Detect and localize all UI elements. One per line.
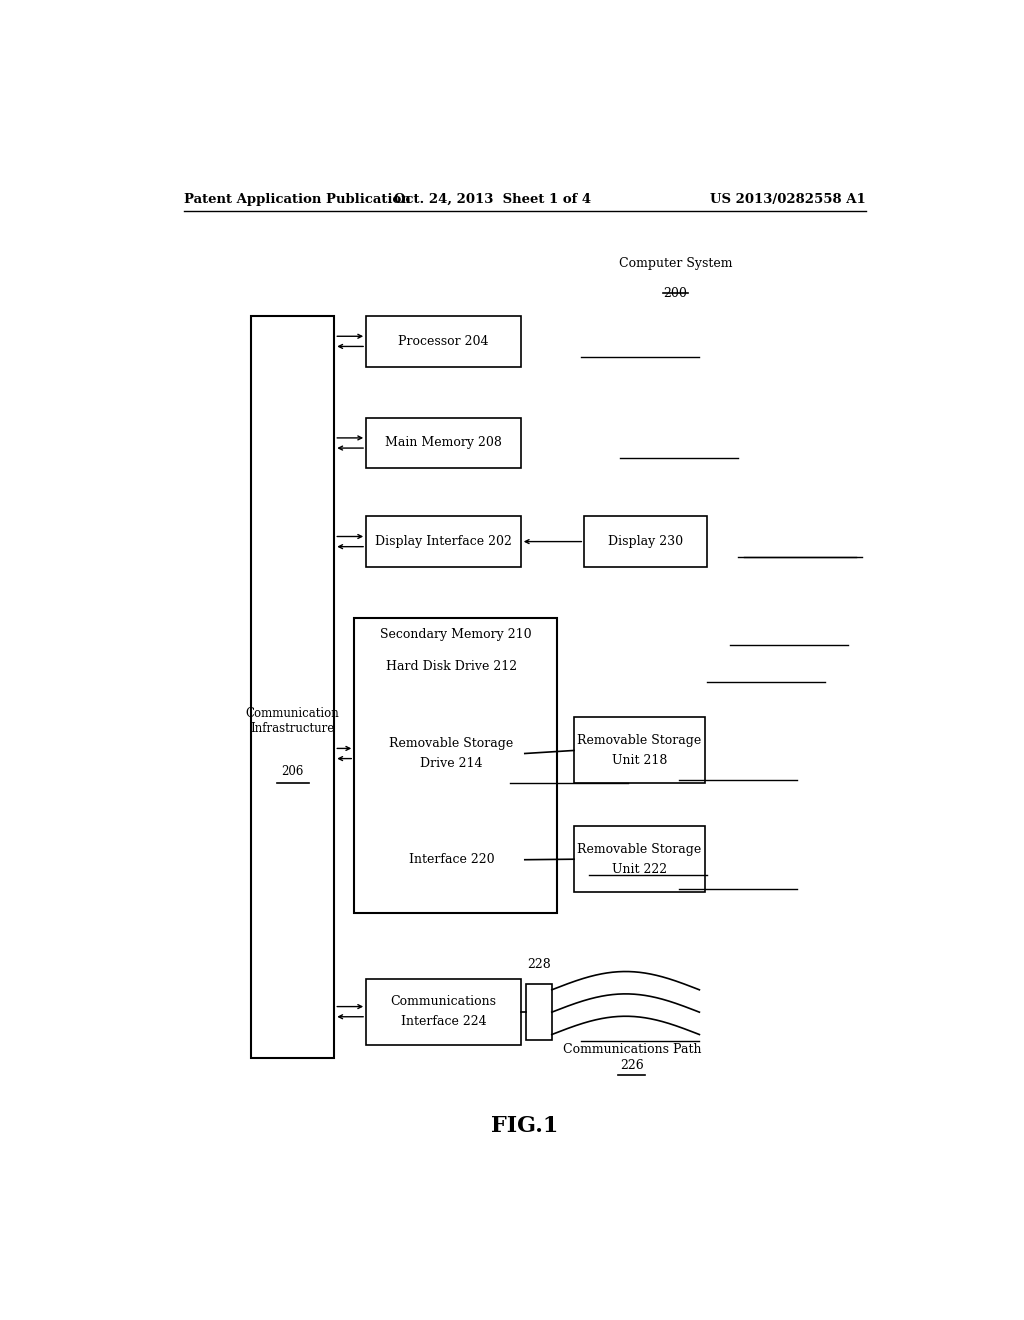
Bar [378,721,525,787]
Text: Computer System: Computer System [618,257,732,271]
Text: Patent Application Publication: Patent Application Publication [183,193,411,206]
Bar [585,516,708,568]
Text: Main Memory 208: Main Memory 208 [385,437,502,450]
Bar [251,315,334,1057]
Text: Display 230: Display 230 [608,535,683,548]
Bar [354,618,557,912]
Text: 226: 226 [621,1059,644,1072]
Bar [378,642,525,692]
Text: Communications Path: Communications Path [562,1043,701,1056]
Bar [574,826,705,892]
Bar [367,516,521,568]
Text: Oct. 24, 2013  Sheet 1 of 4: Oct. 24, 2013 Sheet 1 of 4 [394,193,592,206]
Bar [367,417,521,469]
Text: Unit 218: Unit 218 [611,754,668,767]
Text: Removable Storage: Removable Storage [578,734,701,747]
Text: Secondary Memory 210: Secondary Memory 210 [380,627,531,640]
Bar [367,315,521,367]
Text: Communication
Infrastructure: Communication Infrastructure [246,708,340,735]
Text: FIG.1: FIG.1 [492,1115,558,1137]
Text: Display Interface 202: Display Interface 202 [375,535,512,548]
Text: Removable Storage: Removable Storage [578,842,701,855]
Text: Interface 220: Interface 220 [409,853,495,866]
Bar [378,834,525,886]
Bar [574,718,705,784]
Text: Processor 204: Processor 204 [398,335,488,348]
Bar [367,978,521,1044]
Text: 228: 228 [527,957,551,970]
Text: US 2013/0282558 A1: US 2013/0282558 A1 [711,193,866,206]
Text: Unit 222: Unit 222 [612,862,667,875]
Text: Drive 214: Drive 214 [420,756,482,770]
Text: Communications: Communications [390,995,497,1008]
Text: 200: 200 [664,288,687,301]
Text: 206: 206 [282,766,304,779]
Text: Removable Storage: Removable Storage [389,737,513,750]
Text: Interface 224: Interface 224 [400,1015,486,1028]
Bar [526,983,552,1040]
Text: Hard Disk Drive 212: Hard Disk Drive 212 [386,660,517,673]
